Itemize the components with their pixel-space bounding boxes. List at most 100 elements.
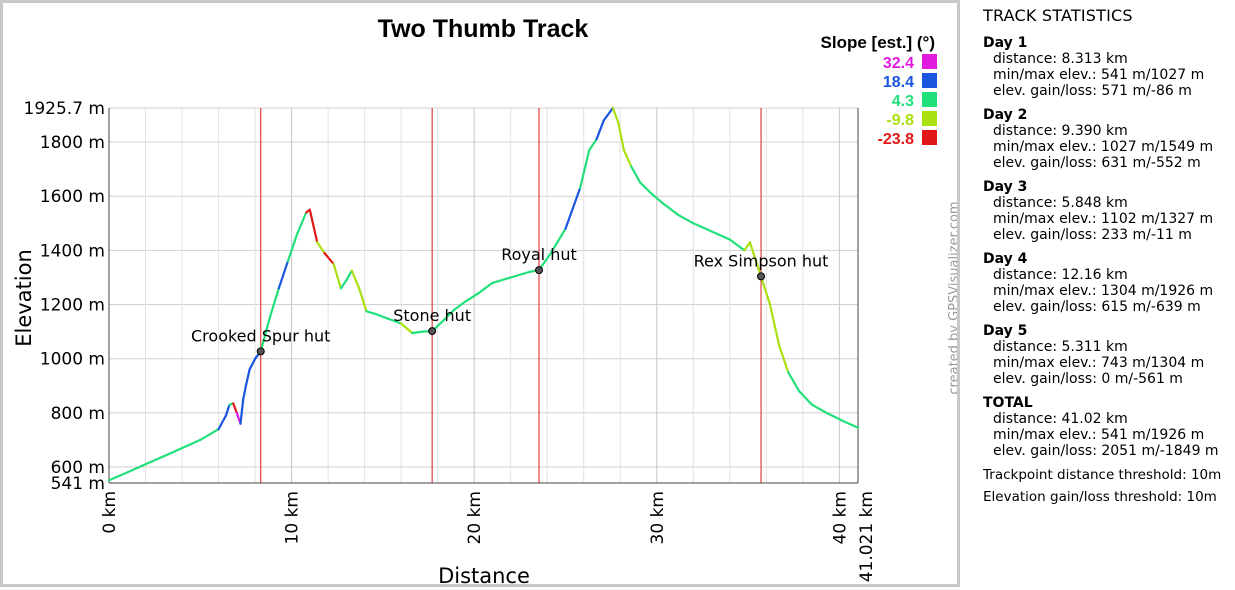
legend-label: 4.3	[892, 93, 914, 110]
y-tick-label: 1400 m	[40, 241, 105, 261]
track-segment	[316, 241, 326, 255]
stats-day: Day 3 distance: 5.848 km min/max elev.: 11…	[983, 179, 1233, 243]
track-segment	[442, 308, 456, 322]
stats-line: distance: 5.848 km	[993, 195, 1128, 211]
track-segment	[268, 287, 280, 320]
waypoint-marker	[534, 266, 543, 275]
track-segment	[350, 269, 361, 290]
waypoint-marker	[428, 327, 437, 336]
track-segment	[677, 214, 695, 225]
track-segment	[374, 312, 388, 320]
track-segment	[232, 402, 238, 414]
stats-day-name: TOTAL	[983, 395, 1033, 411]
stats-line: elev. gain/loss: 631 m/-552 m	[993, 155, 1201, 171]
track-segment	[463, 292, 479, 303]
plot-area	[109, 108, 858, 483]
waypoint-marker	[757, 272, 766, 281]
track-segment	[825, 411, 845, 423]
stats-line: elev. gain/loss: 0 m/-561 m	[993, 371, 1183, 387]
chart-title: Two Thumb Track	[378, 15, 589, 43]
x-tick-label: 40 km	[830, 491, 850, 544]
track-statistics-panel: TRACK STATISTICS Day 1 distance: 8.313 km…	[983, 6, 1233, 505]
track-segment	[662, 203, 680, 217]
legend-swatch	[922, 92, 937, 107]
track-segment	[728, 238, 746, 252]
x-tick-label: 10 km	[283, 491, 303, 544]
y-tick-label: 800 m	[51, 404, 105, 424]
track-segment	[277, 260, 289, 290]
y-tick-label: 1800 m	[40, 133, 105, 153]
stats-day: Day 4 distance: 12.16 km min/max elev.: 13…	[983, 251, 1233, 315]
track-segment	[217, 414, 227, 431]
track-segment	[345, 269, 353, 282]
stats-line: elev. gain/loss: 2051 m/-1849 m	[993, 443, 1219, 459]
track-segment	[611, 106, 620, 125]
track-segment	[199, 428, 220, 441]
track-segment	[639, 181, 653, 195]
track-segment	[595, 119, 605, 141]
stats-threshold: Elevation gain/loss threshold: 10m	[983, 489, 1217, 505]
legend-swatch	[922, 54, 937, 69]
track-segment	[107, 471, 129, 482]
track-segment	[385, 317, 403, 325]
track-segment	[224, 403, 231, 417]
waypoint-label: Crooked Spur hut	[191, 326, 330, 345]
track-segment	[509, 270, 531, 279]
track-segment	[588, 138, 598, 152]
stats-day: Day 1 distance: 8.313 km min/max elev.: 54…	[983, 35, 1233, 99]
x-tick-label: 41.021 km	[857, 491, 877, 582]
track-segment	[308, 208, 319, 244]
track-segment	[476, 281, 494, 295]
stats-day-name: Day 2	[983, 107, 1028, 123]
elevation-chart: Crooked Spur hut Stone hut Royal hut Rex Si…	[12, 15, 957, 584]
stats-line: min/max elev.: 743 m/1304 m	[993, 355, 1205, 371]
legend-swatch	[922, 130, 937, 145]
track-segment	[453, 300, 467, 311]
legend-swatch	[922, 73, 937, 88]
track-segment	[242, 384, 247, 401]
stats-line: elev. gain/loss: 233 m/-11 m	[993, 227, 1192, 243]
stats-day-name: Day 1	[983, 35, 1028, 51]
track-segment	[411, 330, 425, 335]
credit-text: created by GPSVisualizer.com	[947, 201, 957, 394]
track-segment	[602, 106, 615, 122]
y-axis-label: Elevation	[12, 249, 36, 347]
legend-label: 32.4	[883, 55, 914, 72]
stats-day: TOTAL distance: 41.02 km min/max elev.: 54…	[983, 395, 1233, 459]
x-tick-label: 20 km	[465, 491, 485, 544]
y-tick-label: 1000 m	[40, 350, 105, 370]
track-segment	[339, 279, 348, 290]
stats-line: min/max elev.: 541 m/1926 m	[993, 427, 1205, 443]
track-segment	[358, 287, 368, 313]
track-segment	[650, 192, 666, 206]
legend-label: -9.8	[886, 112, 914, 129]
waypoint-label: Royal hut	[501, 245, 577, 264]
legend-label: -23.8	[878, 131, 915, 148]
track-segment	[630, 165, 642, 184]
y-tick-label: 1600 m	[40, 187, 105, 207]
track-segment	[617, 121, 626, 152]
chart-frame: Crooked Spur hut Stone hut Royal hut Rex Si…	[0, 0, 960, 587]
track-segment	[841, 419, 860, 429]
track-segment	[286, 233, 299, 263]
x-axis-label: Distance	[438, 564, 530, 584]
stats-day-name: Day 3	[983, 179, 1028, 195]
track-segment	[748, 241, 763, 278]
track-segment	[759, 275, 772, 306]
y-tick-label: 541 m	[51, 474, 105, 494]
track-segment	[239, 398, 245, 425]
stats-thresholds: Trackpoint distance threshold: 10m Elevat…	[983, 467, 1233, 505]
track-segment	[126, 463, 147, 474]
track-segment	[365, 310, 377, 316]
track-segment	[768, 303, 781, 347]
track-segment	[787, 371, 801, 393]
track-segment	[296, 211, 308, 236]
x-tick-label: 30 km	[648, 491, 668, 544]
stats-threshold: Trackpoint distance threshold: 10m	[983, 467, 1222, 483]
stats-day-name: Day 4	[983, 251, 1028, 267]
y-tick-label: 1925.7 m	[24, 99, 105, 119]
stats-line: elev. gain/loss: 571 m/-86 m	[993, 83, 1192, 99]
stats-day-name: Day 5	[983, 323, 1028, 339]
track-segment	[244, 368, 251, 387]
stats-line: elev. gain/loss: 615 m/-639 m	[993, 299, 1201, 315]
